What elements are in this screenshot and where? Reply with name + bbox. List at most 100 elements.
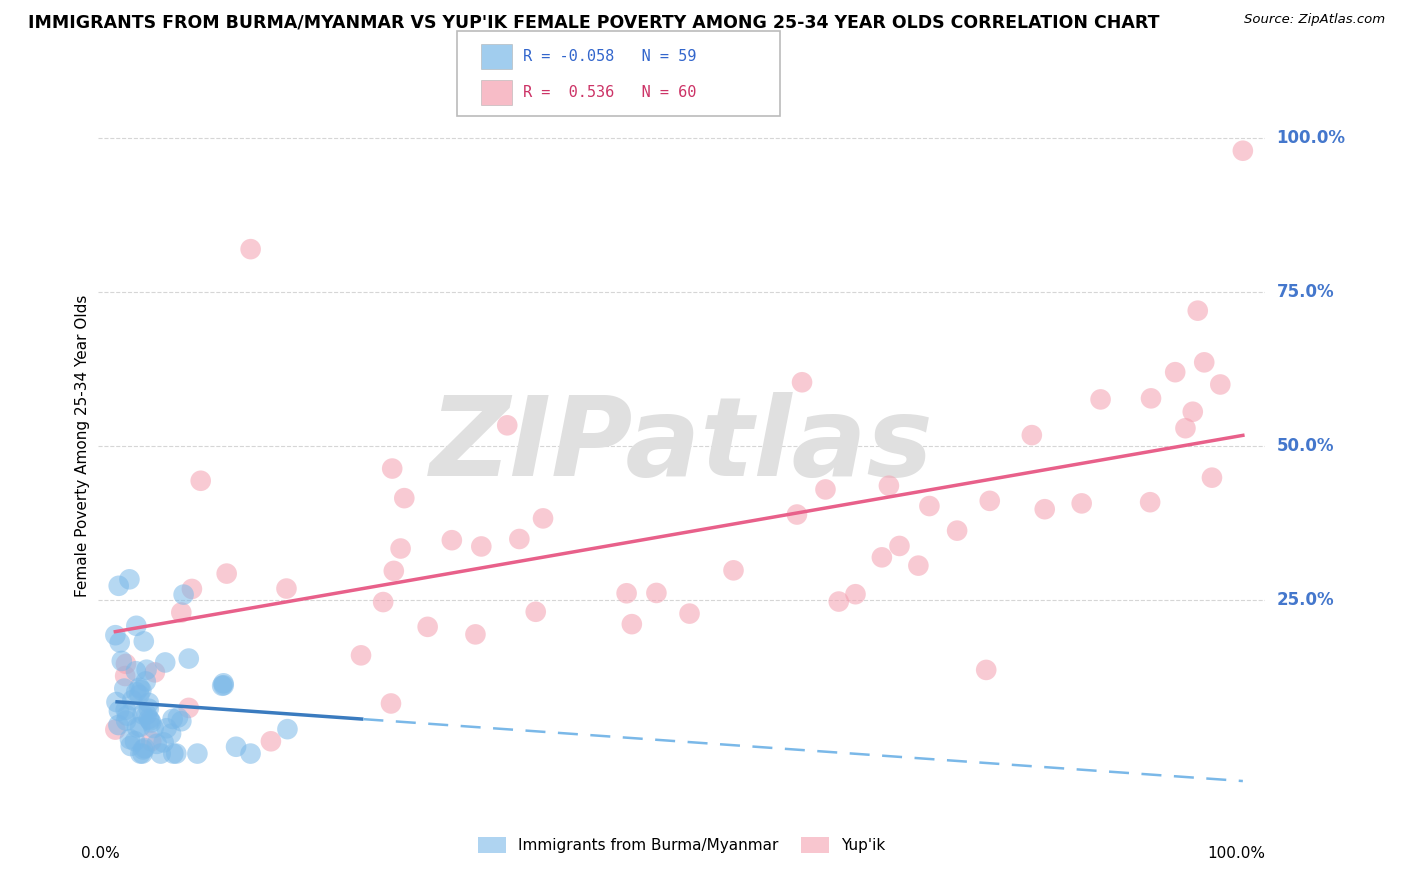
Point xyxy=(138,702,160,716)
Point xyxy=(1209,377,1232,392)
Point xyxy=(1232,144,1254,158)
Point xyxy=(135,707,157,722)
Point xyxy=(104,628,127,642)
Point xyxy=(134,741,156,756)
Point xyxy=(173,588,195,602)
Point xyxy=(1187,303,1209,318)
Point xyxy=(907,558,929,573)
Point xyxy=(440,533,463,548)
Y-axis label: Female Poverty Among 25-34 Year Olds: Female Poverty Among 25-34 Year Olds xyxy=(75,295,90,597)
Point xyxy=(131,747,153,761)
Point xyxy=(132,742,155,756)
Point xyxy=(120,739,142,753)
Point xyxy=(870,550,893,565)
Point xyxy=(645,586,668,600)
Point xyxy=(186,747,208,761)
Point xyxy=(115,714,138,728)
Point xyxy=(160,727,183,741)
Point xyxy=(177,701,200,715)
Point xyxy=(394,491,416,505)
Point xyxy=(723,563,745,577)
Point xyxy=(107,579,129,593)
Point xyxy=(149,747,172,761)
Point xyxy=(1174,421,1197,435)
Point xyxy=(108,704,131,718)
Point xyxy=(350,648,373,663)
Point xyxy=(1070,496,1092,510)
Point xyxy=(620,617,643,632)
Point xyxy=(124,734,146,748)
Point xyxy=(152,735,174,749)
Point xyxy=(974,663,997,677)
Point xyxy=(115,657,138,671)
Point xyxy=(373,595,395,609)
Point xyxy=(129,720,152,734)
Point xyxy=(162,712,184,726)
Point xyxy=(125,619,148,633)
Point xyxy=(108,635,131,649)
Point xyxy=(170,714,193,729)
Point xyxy=(1140,392,1163,406)
Point xyxy=(389,541,412,556)
Point xyxy=(190,474,212,488)
Point xyxy=(786,508,808,522)
Point xyxy=(276,722,298,736)
Point xyxy=(180,582,202,596)
Point xyxy=(215,566,238,581)
Point xyxy=(167,710,190,724)
Point xyxy=(162,747,184,761)
Point xyxy=(138,712,160,726)
Point xyxy=(165,747,187,761)
Point xyxy=(1021,428,1043,442)
Point xyxy=(112,681,135,696)
Point xyxy=(141,734,163,748)
Point xyxy=(1033,502,1056,516)
Point xyxy=(946,524,969,538)
Point xyxy=(115,708,138,723)
Point xyxy=(877,479,900,493)
Point xyxy=(156,721,179,735)
Point xyxy=(239,242,262,256)
Point xyxy=(145,737,167,751)
Point xyxy=(678,607,700,621)
Point xyxy=(121,693,143,707)
Text: 25.0%: 25.0% xyxy=(1277,591,1334,609)
Point xyxy=(918,499,941,513)
Point xyxy=(844,587,866,601)
Point xyxy=(225,739,247,754)
Text: 0.0%: 0.0% xyxy=(82,846,120,861)
Point xyxy=(790,376,813,390)
Point xyxy=(1139,495,1161,509)
Point xyxy=(107,718,129,732)
Point xyxy=(531,511,554,525)
Point xyxy=(129,747,152,761)
Point xyxy=(416,620,439,634)
Point xyxy=(524,605,547,619)
Text: R = -0.058   N = 59: R = -0.058 N = 59 xyxy=(523,49,696,64)
Point xyxy=(382,564,405,578)
Point xyxy=(177,651,200,665)
Point xyxy=(125,664,148,678)
Point xyxy=(211,679,233,693)
Point xyxy=(464,627,486,641)
Text: ZIPatlas: ZIPatlas xyxy=(430,392,934,500)
Point xyxy=(128,681,150,695)
Point xyxy=(138,696,160,710)
Point xyxy=(111,654,134,668)
Point xyxy=(508,532,530,546)
Point xyxy=(239,747,262,761)
Point xyxy=(114,703,136,717)
Text: 100.0%: 100.0% xyxy=(1208,846,1265,861)
Point xyxy=(889,539,911,553)
Point xyxy=(131,683,153,698)
Point xyxy=(276,582,298,596)
Point xyxy=(118,572,141,586)
Point xyxy=(141,715,163,730)
Point xyxy=(380,697,402,711)
Point xyxy=(104,723,127,737)
Point xyxy=(135,663,157,677)
Text: 50.0%: 50.0% xyxy=(1277,437,1334,455)
Point xyxy=(814,483,837,497)
Point xyxy=(132,634,155,648)
Point xyxy=(135,674,157,689)
